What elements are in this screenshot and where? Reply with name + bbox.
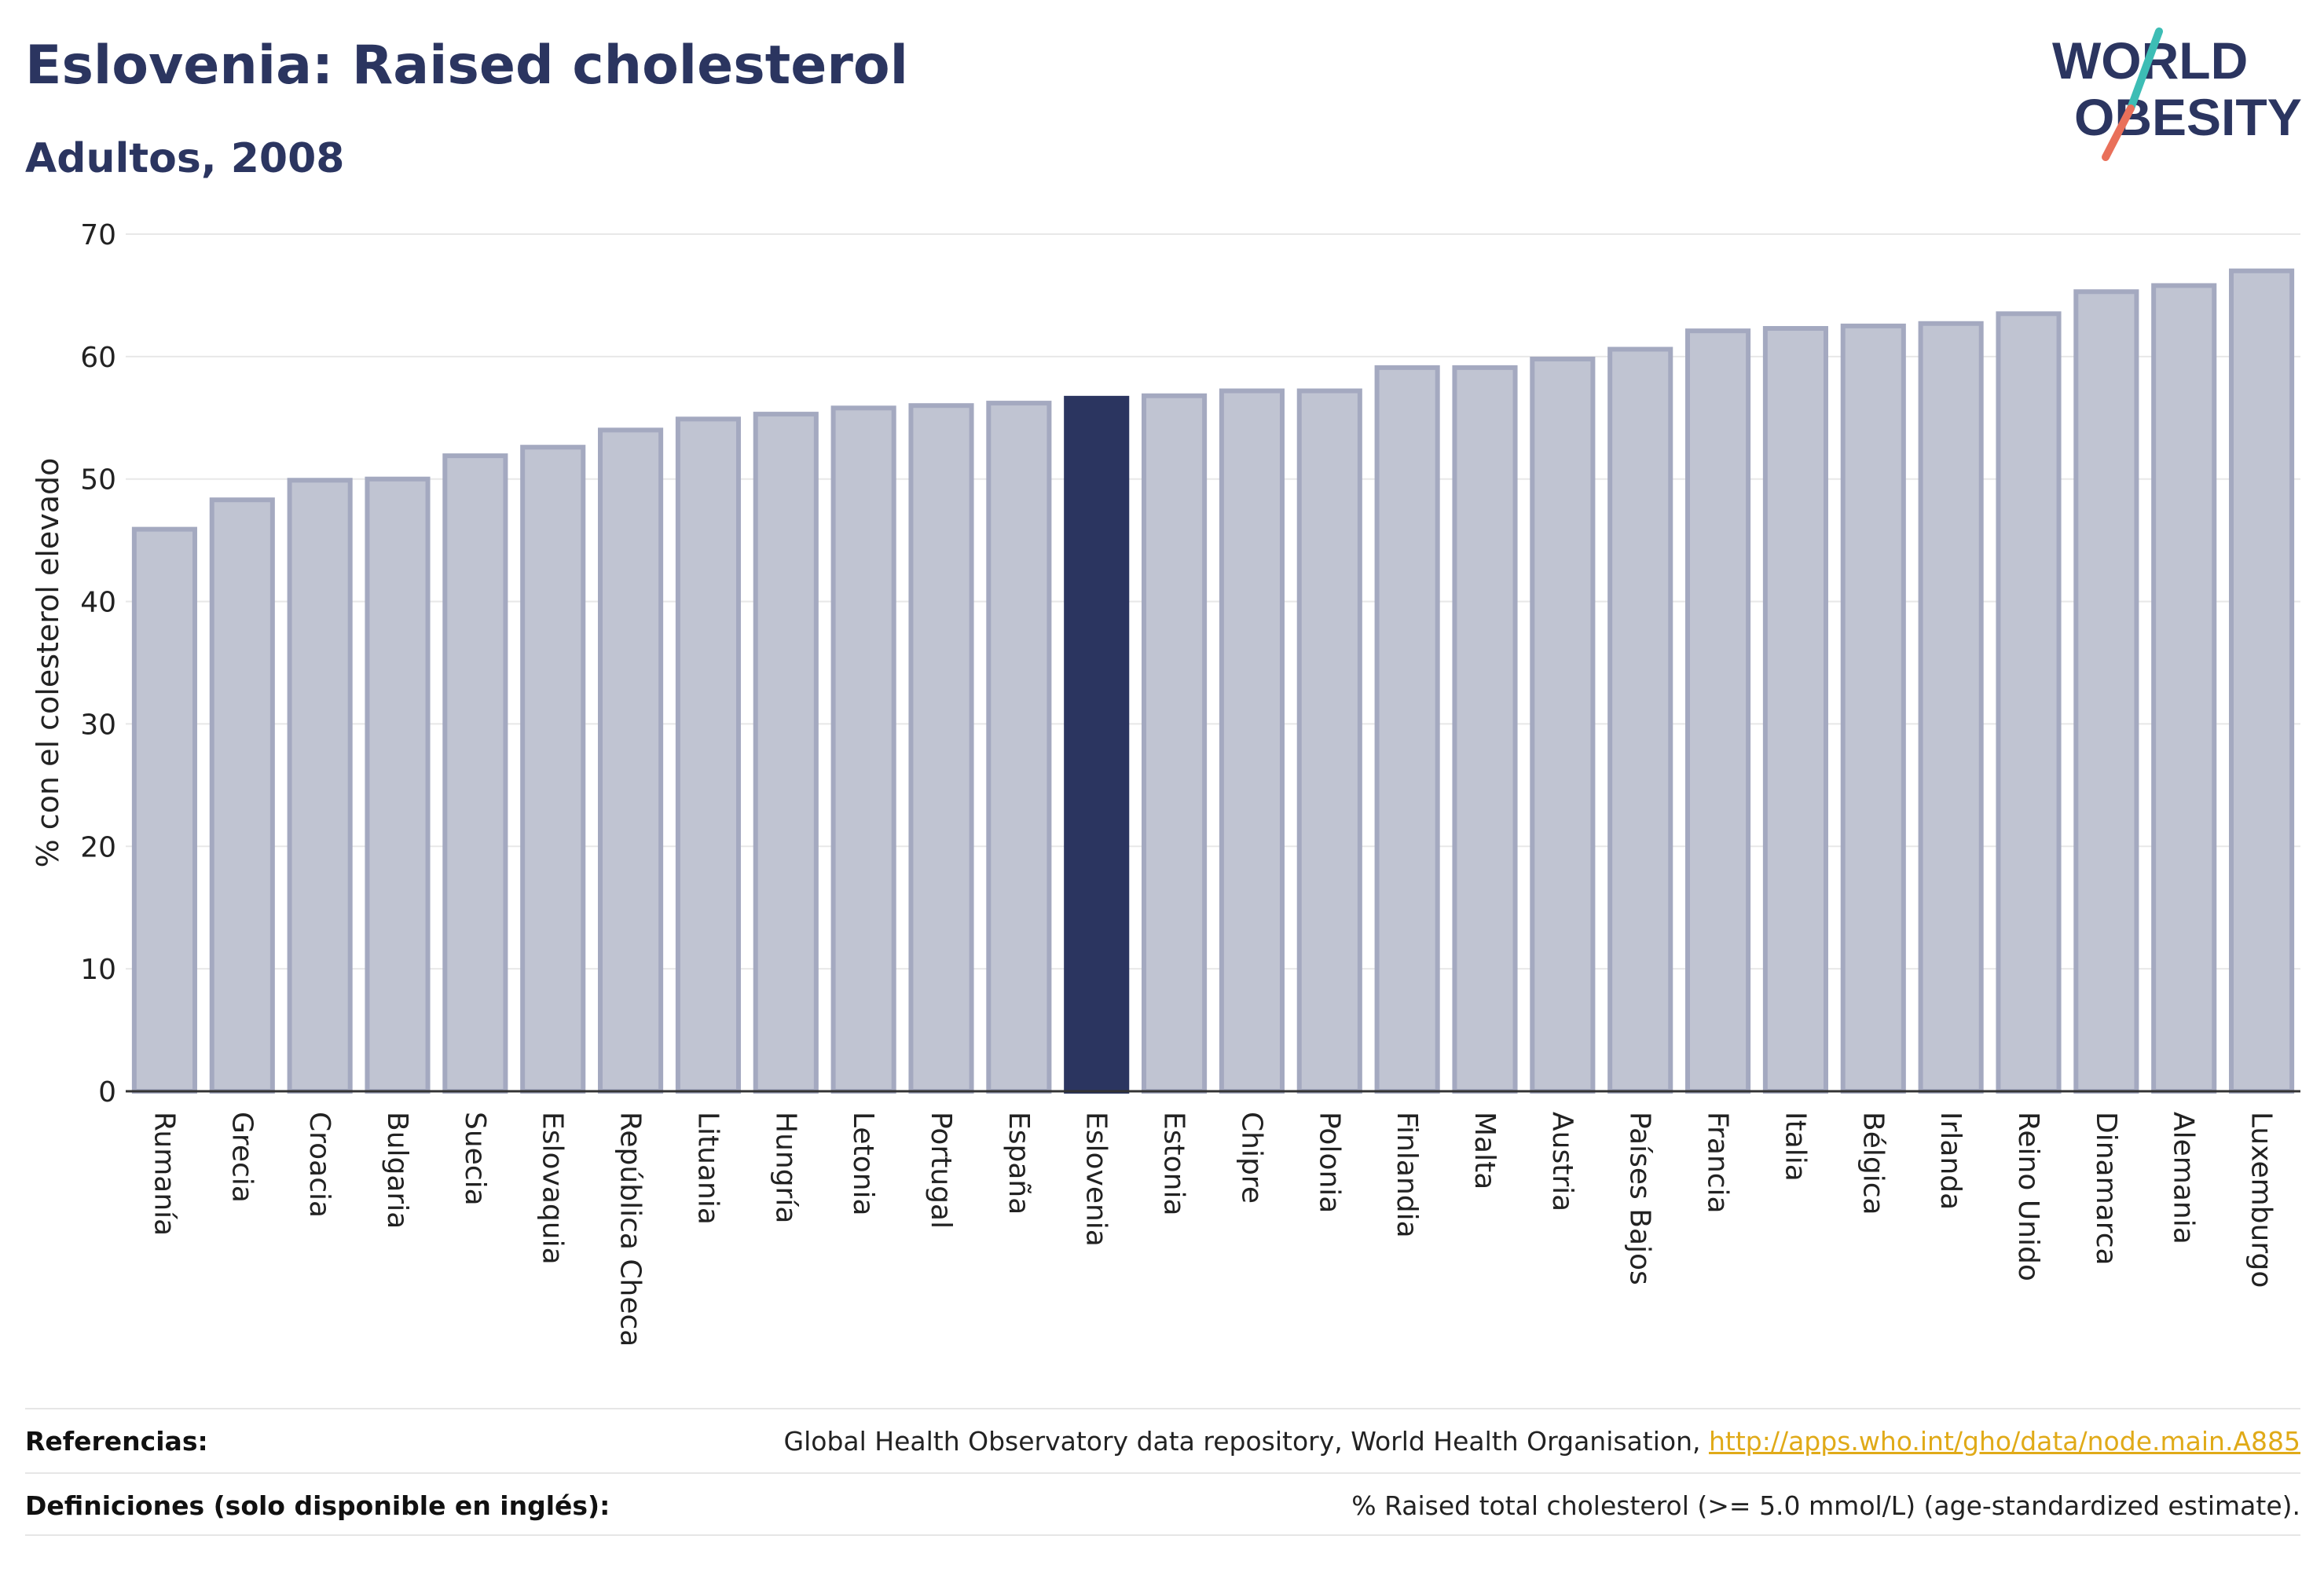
bar [1840, 323, 1906, 1094]
references-row: Referencias: Global Health Observatory d… [25, 1408, 2300, 1472]
x-tick-label: Irlanda [1934, 1112, 1967, 1210]
bar [1374, 365, 1440, 1094]
bar-chart: 0 10 20 30 40 50 60 70 % con el colesterol eleva… [31, 219, 2300, 1347]
x-tick-label: Grecia [225, 1112, 258, 1203]
y-tick-label: 40 [80, 587, 116, 619]
bar [131, 526, 197, 1094]
x-tick-label: Eslovenia [1080, 1112, 1113, 1247]
bar [1685, 328, 1751, 1094]
references-link[interactable]: http://apps.who.int/gho/data/node.main.A… [1708, 1425, 2300, 1457]
bar [209, 497, 275, 1094]
bar [830, 405, 896, 1094]
x-tick-label: España [1003, 1112, 1035, 1215]
y-tick-label: 20 [80, 831, 116, 863]
x-tick-label: Polonia [1313, 1112, 1345, 1213]
definitions-text: % Raised total cholesterol (>= 5.0 mmol/… [1351, 1490, 2300, 1521]
bar [442, 453, 508, 1094]
bar [1064, 395, 1130, 1094]
x-tick-label: Bulgaria [381, 1112, 413, 1229]
bar [1296, 388, 1362, 1094]
bar [753, 412, 819, 1094]
bar [1142, 393, 1208, 1094]
x-tick-label: Portugal [925, 1112, 957, 1229]
page-subtitle: Adultos, 2008 [25, 135, 345, 182]
x-tick-label: Reino Unido [2012, 1112, 2044, 1281]
x-tick-label: República Checa [614, 1112, 647, 1347]
references-value: Global Health Observatory data repositor… [784, 1426, 2300, 1457]
bar [986, 401, 1052, 1094]
y-tick-label: 10 [80, 954, 116, 986]
logo-slash-teal [2127, 27, 2163, 112]
bar [908, 403, 974, 1094]
bar [1607, 346, 1673, 1094]
x-tick-label: Lituania [691, 1112, 724, 1225]
bar [1996, 311, 2062, 1094]
x-tick-label: Eslovaquia [537, 1112, 569, 1265]
bar [1219, 388, 1285, 1094]
bar [1762, 326, 1828, 1094]
bar [365, 476, 431, 1094]
bar [598, 427, 664, 1094]
x-tick-label: Estonia [1158, 1112, 1190, 1216]
y-tick-label: 50 [80, 464, 116, 497]
bar [1918, 321, 1984, 1094]
bar [1452, 365, 1518, 1094]
bar [2073, 289, 2139, 1094]
x-tick-label: Croacia [303, 1112, 335, 1218]
x-tick-label: Bélgica [1857, 1112, 1889, 1215]
y-axis-label: % con el colesterol elevado [31, 458, 65, 868]
bar [2229, 268, 2295, 1094]
bar [2151, 283, 2217, 1094]
bar [1530, 356, 1596, 1094]
world-obesity-logo[interactable]: WORLD OBESITY [2043, 24, 2310, 165]
x-tick-label: Francia [1702, 1112, 1734, 1214]
page-title: Eslovenia: Raised cholesterol [25, 35, 908, 97]
x-tick-label: Finlandia [1391, 1112, 1423, 1238]
y-tick-label: 0 [98, 1076, 116, 1109]
bar [520, 445, 586, 1094]
logo-slash-coral [2102, 104, 2135, 161]
references-text: Global Health Observatory data repositor… [783, 1425, 1709, 1457]
x-tick-label: Italia [1779, 1112, 1811, 1182]
x-tick-label: Letonia [847, 1112, 879, 1216]
x-tick-label: Malta [1468, 1112, 1501, 1189]
x-tick-label: Suecia [459, 1112, 491, 1206]
references-label: Referencias: [25, 1425, 208, 1457]
x-tick-label: Países Bajos [1624, 1112, 1656, 1285]
x-tick-label: Luxemburgo [2245, 1112, 2278, 1288]
x-tick-label: Chipre [1235, 1112, 1267, 1204]
x-tick-label: Dinamarca [2090, 1112, 2122, 1266]
y-tick-label: 60 [80, 342, 116, 374]
y-tick-label: 70 [80, 219, 116, 251]
x-tick-label: Hungría [769, 1112, 801, 1223]
x-tick-label: Austria [1546, 1112, 1578, 1211]
bar [675, 416, 741, 1094]
definitions-label: Definiciones (solo disponible en inglés)… [25, 1490, 610, 1521]
x-tick-label: Rumanía [148, 1112, 180, 1236]
footer-divider [25, 1534, 2300, 1536]
bar [287, 478, 353, 1094]
y-tick-label: 30 [80, 709, 116, 741]
x-tick-label: Alemania [2168, 1112, 2200, 1244]
definitions-row: Definiciones (solo disponible en inglés)… [25, 1472, 2300, 1537]
